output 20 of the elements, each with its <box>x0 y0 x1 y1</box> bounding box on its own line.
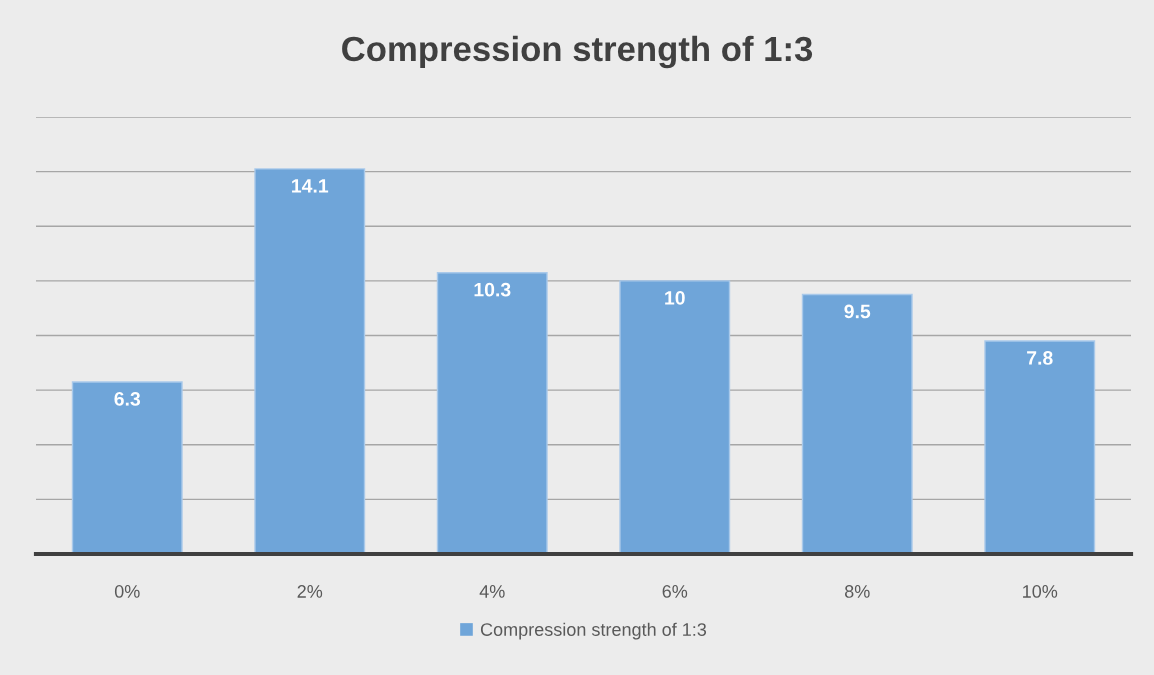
x-tick-label: 8% <box>844 585 870 598</box>
chart-title: Compression strength of 1:3 <box>342 35 813 69</box>
bar <box>254 168 366 554</box>
bar <box>801 293 913 554</box>
x-tick-label: 10% <box>1023 585 1058 598</box>
data-label: 6.3 <box>114 392 141 406</box>
data-label: 7.8 <box>1027 351 1053 365</box>
x-tick-label: 2% <box>297 585 323 598</box>
x-tick-label: 6% <box>662 585 688 598</box>
data-label: 10 <box>665 290 685 305</box>
bar <box>619 280 731 554</box>
x-tick-label: 0% <box>114 585 140 598</box>
data-label: 14.1 <box>292 179 329 193</box>
data-label: 9.5 <box>844 304 871 319</box>
bar <box>436 271 548 554</box>
legend-label: Compression strength of 1:3 <box>480 622 707 640</box>
bar <box>71 381 183 554</box>
bar <box>984 340 1096 554</box>
x-tick-label: 4% <box>479 585 505 598</box>
data-label: 10.3 <box>474 282 511 297</box>
